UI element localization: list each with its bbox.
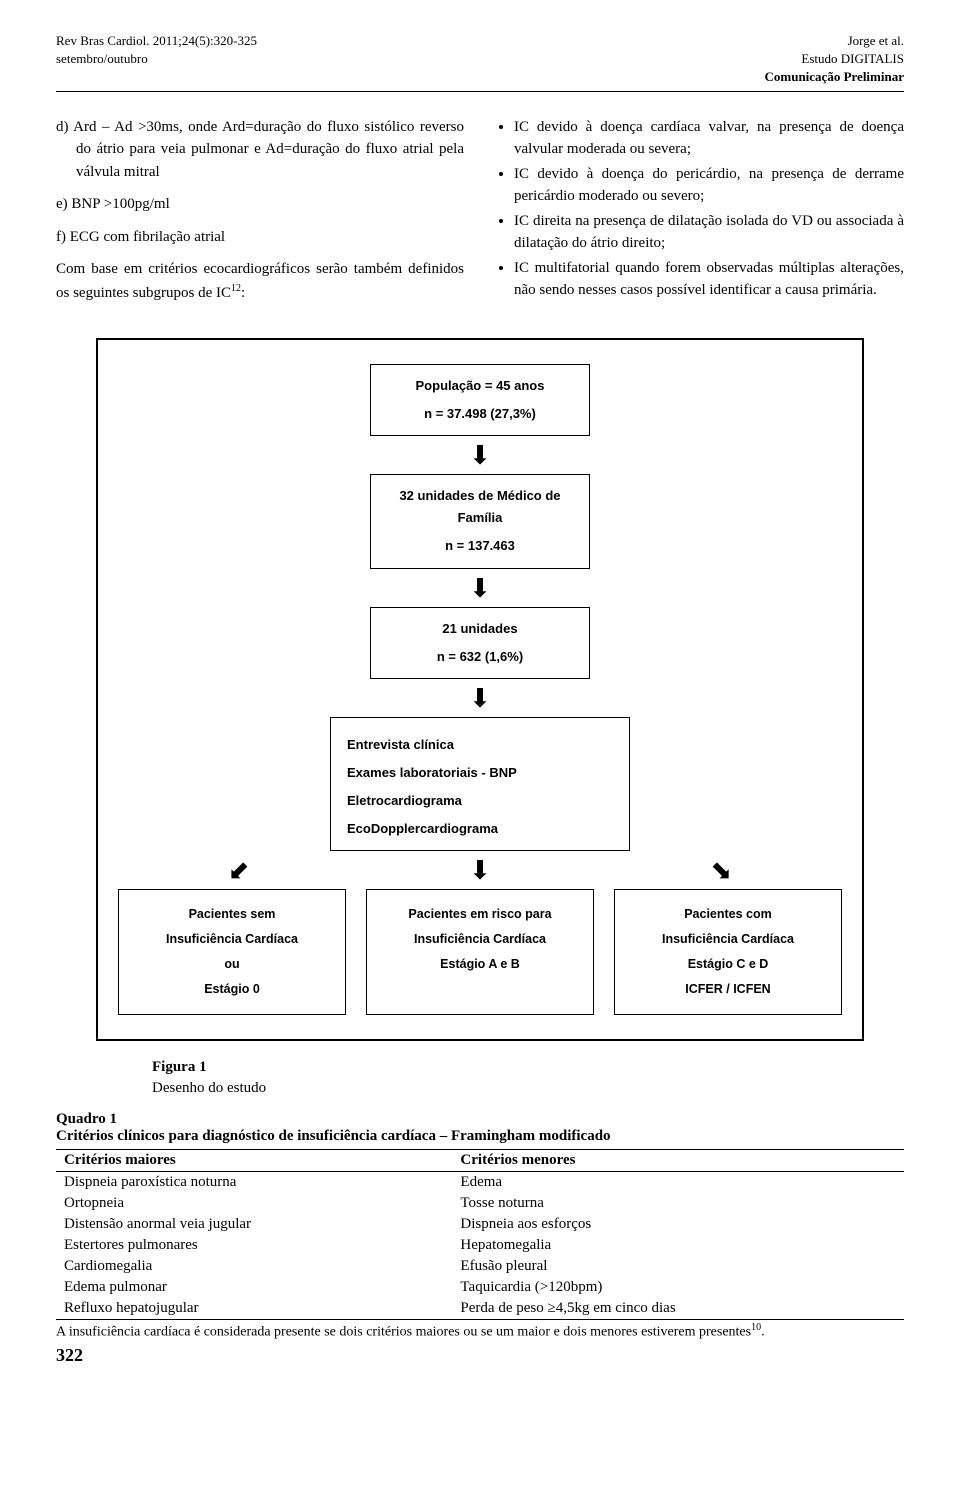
flowchart-node-exams: Entrevista clínica Exames laboratoriais … [330,717,630,851]
figure-caption: Figura 1 Desenho do estudo [152,1057,904,1099]
page-header: Rev Bras Cardiol. 2011;24(5):320-325 set… [56,32,904,87]
table-row: Estertores pulmonaresHepatomegalia [56,1235,904,1256]
list-item: IC devido à doença do pericárdio, na pre… [514,163,904,208]
list-item-f: f) ECG com fibrilação atrial [56,226,464,249]
flowchart-node-no-hf: Pacientes sem Insuficiência Cardíaca ou … [118,889,346,1015]
flowchart-node-with-hf: Pacientes com Insuficiência Cardíaca Est… [614,889,842,1015]
flowchart-node-population: População = 45 anos n = 37.498 (27,3%) [370,364,590,436]
quadro-title: Critérios clínicos para diagnóstico de i… [56,1128,904,1145]
table-row: Refluxo hepatojugularPerda de peso ≥4,5k… [56,1298,904,1320]
arrow-down-icon: ⬇ [469,442,491,468]
right-column: IC devido à doença cardíaca valvar, na p… [496,116,904,315]
body-columns: d) Ard – Ad >30ms, onde Ard=duração do f… [56,116,904,315]
figure-caption-text: Desenho do estudo [152,1080,266,1096]
arrow-down-right-icon: ⬊ [710,857,732,883]
ic-subgroup-list: IC devido à doença cardíaca valvar, na p… [496,116,904,302]
table-header-row: Critérios maiores Critérios menores [56,1150,904,1172]
list-item: IC direita na presença de dilatação isol… [514,210,904,255]
criteria-table: Critérios maiores Critérios menores Disp… [56,1149,904,1320]
header-divider [56,91,904,92]
flowchart-node-units32: 32 unidades de Médico de Família n = 137… [370,474,590,568]
table-row: Distensão anormal veia jugularDispneia a… [56,1214,904,1235]
flowchart-node-units21: 21 unidades n = 632 (1,6%) [370,607,590,679]
table-row: Edema pulmonarTaquicardia (>120bpm) [56,1277,904,1298]
flowchart-outcomes-row: Pacientes sem Insuficiência Cardíaca ou … [118,889,842,1015]
authors: Jorge et al. [765,32,905,50]
page-number: 322 [56,1345,904,1366]
subgroup-intro: Com base em critérios ecocardiográficos … [56,258,464,304]
flowchart: População = 45 anos n = 37.498 (27,3%) ⬇… [118,364,842,1015]
col-header-minor: Critérios menores [452,1150,904,1172]
issue-date: setembro/outubro [56,50,257,68]
journal-ref: Rev Bras Cardiol. 2011;24(5):320-325 [56,32,257,50]
arrow-down-icon: ⬇ [469,685,491,711]
study-name: Estudo DIGITALIS [765,50,905,68]
list-item-e: e) BNP >100pg/ml [56,193,464,216]
quadro-label: Quadro 1 [56,1111,904,1128]
table-footnote: A insuficiência cardíaca é considerada p… [56,1322,904,1341]
table-row: CardiomegaliaEfusão pleural [56,1256,904,1277]
table-row: OrtopneiaTosse noturna [56,1193,904,1214]
col-header-major: Critérios maiores [56,1150,452,1172]
list-item: IC devido à doença cardíaca valvar, na p… [514,116,904,161]
flowchart-node-risk-hf: Pacientes em risco para Insuficiência Ca… [366,889,594,1015]
arrow-down-icon: ⬇ [469,857,491,883]
left-column: d) Ard – Ad >30ms, onde Ard=duração do f… [56,116,464,315]
arrow-down-icon: ⬇ [469,575,491,601]
arrow-split-row: ⬋ ⬇ ⬊ [118,857,842,883]
article-section: Comunicação Preliminar [765,68,905,86]
list-item: IC multifatorial quando forem observadas… [514,257,904,302]
arrow-down-left-icon: ⬋ [228,857,250,883]
figure-label: Figura 1 [152,1059,207,1075]
list-item-d: d) Ard – Ad >30ms, onde Ard=duração do f… [56,116,464,184]
table-row: Dispneia paroxística noturnaEdema [56,1172,904,1194]
flowchart-container: População = 45 anos n = 37.498 (27,3%) ⬇… [96,338,864,1041]
